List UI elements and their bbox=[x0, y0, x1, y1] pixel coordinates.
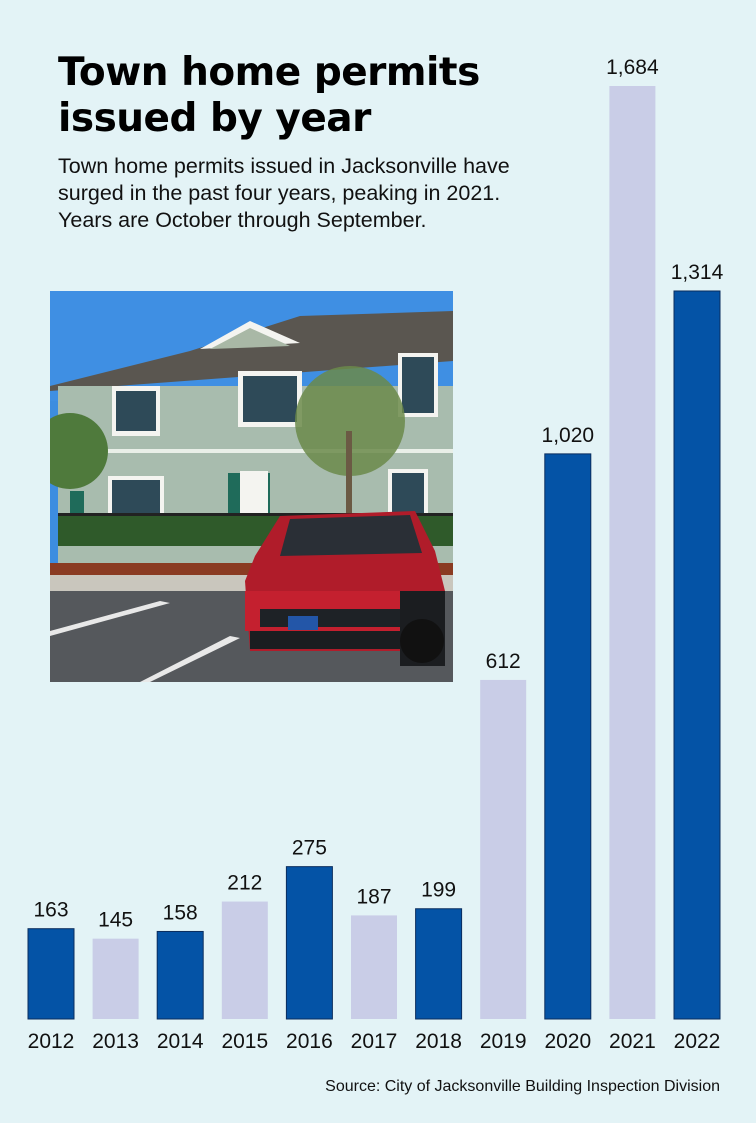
bar-2014 bbox=[156, 930, 204, 1020]
bar-2019 bbox=[480, 679, 527, 1019]
bar-2021 bbox=[609, 86, 656, 1019]
chart-subtitle: Town home permits issued in Jacksonville… bbox=[58, 154, 510, 232]
bar-2012 bbox=[27, 928, 75, 1020]
x-tick-label-2017: 2017 bbox=[351, 1030, 398, 1053]
value-label-2022: 1,314 bbox=[671, 261, 724, 284]
value-label-2020: 1,020 bbox=[542, 424, 595, 447]
bar-2016 bbox=[285, 866, 333, 1020]
x-tick-label-2012: 2012 bbox=[28, 1030, 75, 1053]
x-tick-label-2013: 2013 bbox=[92, 1030, 139, 1053]
x-tick-label-2014: 2014 bbox=[157, 1030, 204, 1053]
x-tick-label-2018: 2018 bbox=[415, 1030, 462, 1053]
value-label-2014: 158 bbox=[163, 901, 198, 924]
value-label-2013: 145 bbox=[98, 909, 133, 932]
townhome-photo bbox=[50, 291, 453, 682]
value-label-2018: 199 bbox=[421, 879, 456, 902]
bar-2020 bbox=[544, 453, 592, 1020]
bar-2015 bbox=[221, 901, 268, 1019]
value-label-2015: 212 bbox=[227, 872, 262, 895]
value-label-2012: 163 bbox=[33, 899, 68, 922]
bar-2018 bbox=[415, 908, 463, 1020]
value-label-2016: 275 bbox=[292, 837, 327, 860]
bar-2017 bbox=[351, 915, 397, 1019]
chart-title: Town home permits issued by year bbox=[58, 50, 480, 141]
bar-2013 bbox=[92, 938, 139, 1019]
value-label-2019: 612 bbox=[486, 650, 521, 673]
source-note: Source: City of Jacksonville Building In… bbox=[325, 1078, 720, 1095]
value-label-2021: 1,684 bbox=[606, 56, 659, 79]
x-tick-label-2022: 2022 bbox=[674, 1030, 721, 1053]
x-tick-label-2016: 2016 bbox=[286, 1030, 333, 1053]
x-tick-label-2020: 2020 bbox=[544, 1030, 591, 1053]
x-tick-label-2021: 2021 bbox=[609, 1030, 656, 1053]
bar-2022 bbox=[673, 290, 721, 1020]
x-tick-label-2015: 2015 bbox=[221, 1030, 268, 1053]
value-label-2017: 187 bbox=[356, 885, 391, 908]
x-tick-label-2019: 2019 bbox=[480, 1030, 527, 1053]
